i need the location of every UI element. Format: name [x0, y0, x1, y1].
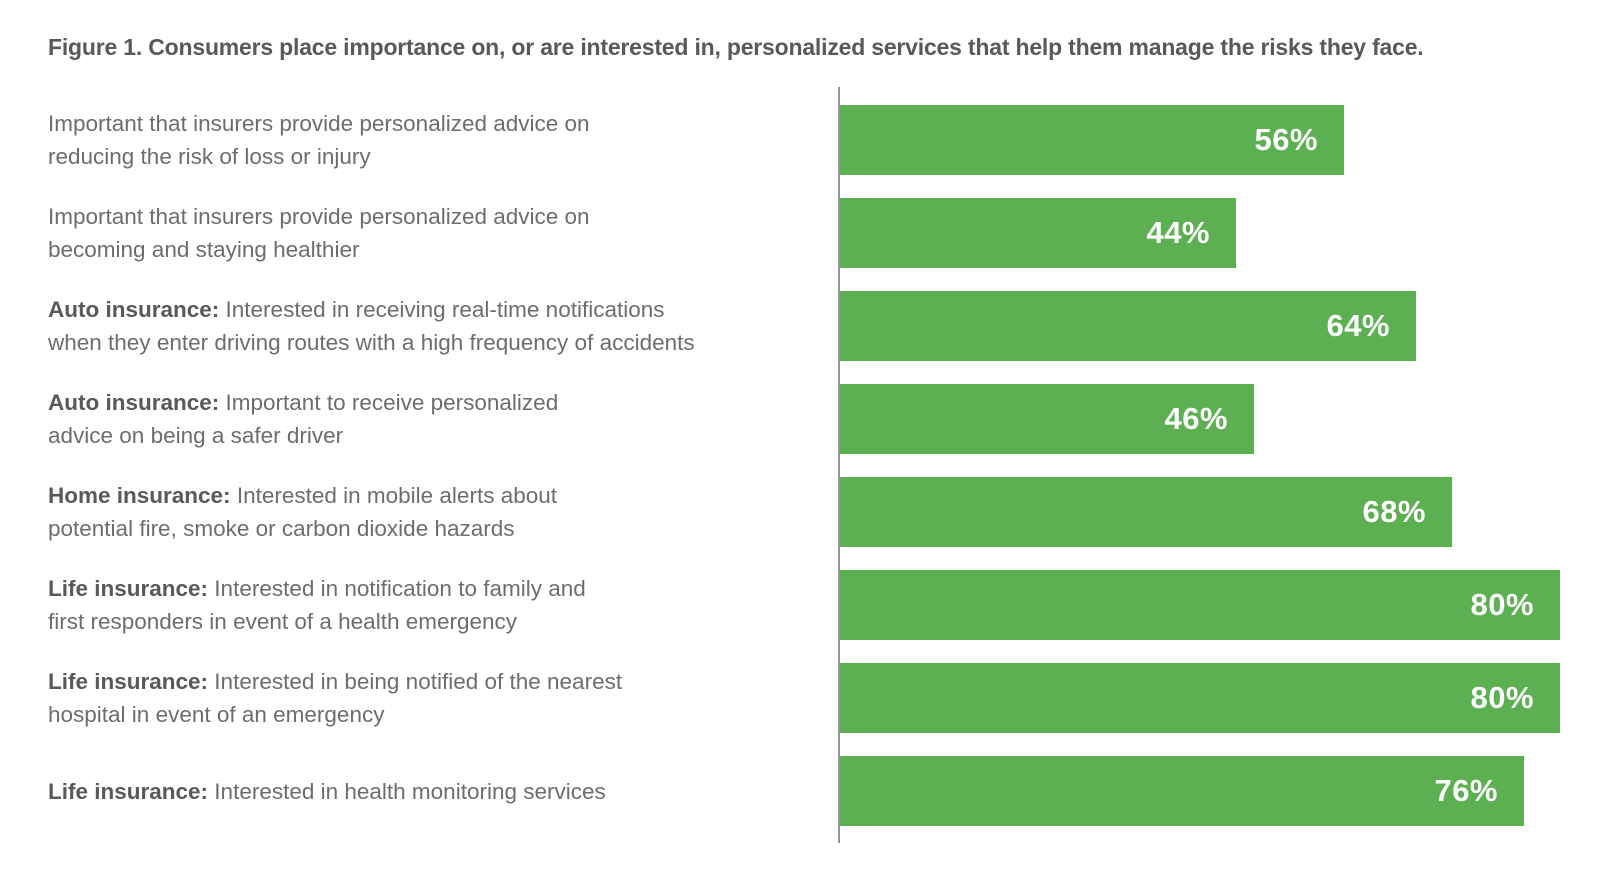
bar-value-label: 56%	[1254, 122, 1318, 157]
bar-track: 56%	[840, 105, 1560, 175]
category-label: Life insurance: Interested in being noti…	[48, 665, 838, 731]
bar: 56%	[840, 105, 1344, 175]
bar-value-label: 44%	[1146, 215, 1210, 250]
category-label-prefix: Life insurance:	[48, 778, 209, 804]
chart-row: Life insurance: Interested in health mon…	[48, 756, 1560, 826]
chart-row: Life insurance: Interested in notificati…	[48, 570, 1560, 640]
bar-track: 44%	[840, 198, 1560, 268]
bar-value-label: 80%	[1470, 587, 1534, 622]
bar: 46%	[840, 384, 1254, 454]
bar-track: 80%	[840, 570, 1560, 640]
category-label-prefix: Auto insurance:	[48, 297, 220, 322]
category-label-prefix: Home insurance:	[48, 483, 231, 508]
bar-track: 80%	[840, 663, 1560, 733]
figure-page: Figure 1. Consumers place importance on,…	[48, 34, 1560, 843]
chart-row: Home insurance: Interested in mobile ale…	[48, 477, 1560, 547]
bar-value-label: 68%	[1362, 494, 1426, 529]
category-label-text: Interested in health monitoring services	[208, 778, 606, 804]
category-label-text: Interested in mobile alerts about potent…	[48, 483, 557, 541]
category-label-text: Important to receive personalized advice…	[48, 390, 559, 448]
category-label: Life insurance: Interested in notificati…	[48, 572, 838, 638]
bar: 80%	[840, 570, 1560, 640]
bar-track: 46%	[840, 384, 1560, 454]
category-label-text: Important that insurers provide personal…	[48, 111, 590, 169]
bar-track: 64%	[840, 291, 1560, 361]
category-label: Life insurance: Interested in health mon…	[48, 775, 838, 808]
y-axis-line	[838, 87, 840, 843]
category-label-text: Important that insurers provide personal…	[48, 204, 590, 262]
category-label: Important that insurers provide personal…	[48, 107, 838, 173]
bar-value-label: 80%	[1470, 680, 1534, 715]
chart-row: Important that insurers provide personal…	[48, 198, 1560, 268]
chart-row: Important that insurers provide personal…	[48, 105, 1560, 175]
bar: 44%	[840, 198, 1236, 268]
bar: 68%	[840, 477, 1452, 547]
category-label: Home insurance: Interested in mobile ale…	[48, 479, 838, 545]
category-label: Auto insurance: Interested in receiving …	[48, 293, 838, 359]
bar-track: 68%	[840, 477, 1560, 547]
bar-value-label: 46%	[1164, 401, 1228, 436]
category-label-prefix: Life insurance:	[48, 576, 209, 601]
bar: 80%	[840, 663, 1560, 733]
category-label: Auto insurance: Important to receive per…	[48, 386, 838, 452]
bar-track: 76%	[840, 756, 1560, 826]
category-label-text: Interested in being notified of the near…	[48, 669, 623, 727]
chart-row: Life insurance: Interested in being noti…	[48, 663, 1560, 733]
bar-value-label: 76%	[1434, 773, 1498, 808]
category-label: Important that insurers provide personal…	[48, 200, 838, 266]
bar: 64%	[840, 291, 1416, 361]
category-label-text: Interested in receiving real-time notifi…	[48, 297, 695, 355]
category-label-text: Interested in notification to family and…	[48, 576, 586, 634]
bar: 76%	[840, 756, 1524, 826]
category-label-prefix: Auto insurance:	[48, 390, 220, 415]
bar-chart: Important that insurers provide personal…	[48, 87, 1560, 843]
chart-row: Auto insurance: Interested in receiving …	[48, 291, 1560, 361]
category-label-prefix: Life insurance:	[48, 669, 209, 694]
figure-title: Figure 1. Consumers place importance on,…	[48, 34, 1424, 60]
chart-row: Auto insurance: Important to receive per…	[48, 384, 1560, 454]
bar-value-label: 64%	[1326, 308, 1390, 343]
